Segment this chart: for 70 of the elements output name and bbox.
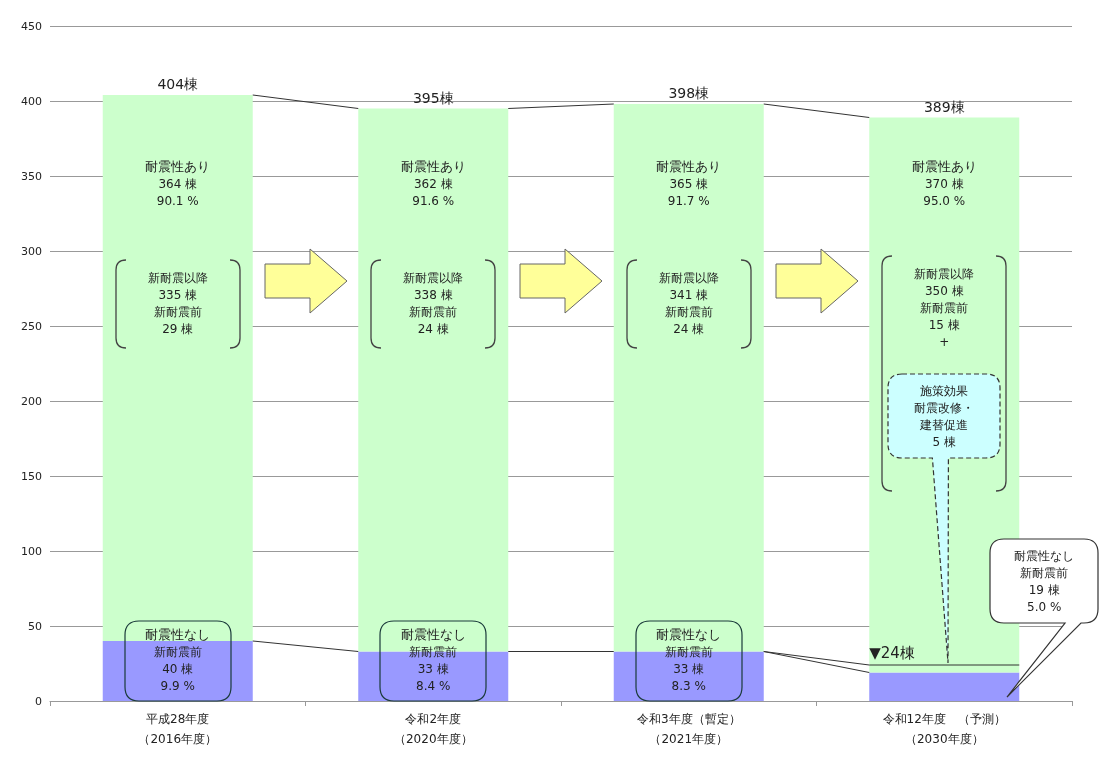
annotation: 新耐震前 [153, 304, 202, 321]
annotation: 耐震性なし [145, 626, 211, 644]
y-tick-label: 0 [35, 694, 42, 708]
annotation: 耐震性なし [656, 626, 722, 644]
y-tick-label: 50 [28, 619, 42, 633]
y-tick-label: 400 [21, 94, 42, 108]
annotation: 耐震性あり [400, 157, 466, 176]
annotation: 新耐震前 [409, 304, 458, 321]
annotation: 耐震性なし [400, 626, 466, 644]
annotation: 335 棟 [158, 287, 198, 304]
annotation: 33 棟 [673, 661, 705, 678]
annotation: 365 棟 [669, 175, 709, 193]
y-tick-label: 250 [21, 319, 42, 333]
annotation: 29 棟 [162, 321, 194, 338]
x-tick-label: 平成28年度（2016年度） [138, 712, 218, 746]
annotation: 建替促進 [920, 416, 969, 434]
x-tick-label: 令和12年度 （予測）（2030年度） [882, 712, 1006, 746]
total-label: 389棟 [923, 98, 965, 115]
y-tick-label: 200 [21, 394, 42, 408]
annotation: 8.3 % [671, 678, 706, 695]
annotation: 新耐震前 [409, 644, 458, 661]
annotation: 新耐震以降 [914, 266, 975, 283]
y-tick-label: 300 [21, 244, 42, 258]
annotation: 耐震性あり [145, 157, 211, 176]
annotation: 新耐震以降 [147, 270, 208, 287]
annotation: 370 棟 [924, 175, 964, 193]
annotation: 91.6 % [412, 192, 455, 210]
annotation: 341 棟 [669, 287, 709, 304]
bar [102, 95, 253, 641]
x-tick-label: 令和2年度（2020年度） [393, 712, 473, 746]
annotation: 350 棟 [924, 283, 964, 300]
annotation: 364 棟 [158, 175, 198, 193]
annotation: 91.7 % [667, 192, 710, 210]
total-label: 404棟 [157, 76, 199, 92]
annotation: 耐震改修・ [914, 399, 975, 417]
annotation: 新耐震前 [664, 304, 713, 321]
annotation: 8.4 % [416, 678, 451, 695]
annotation: + [939, 334, 950, 351]
bar [869, 672, 1020, 701]
x-tick-label: 令和3年度（暫定）（2021年度） [636, 712, 741, 746]
annotation: 新耐震前 [153, 644, 202, 661]
y-tick-label: 450 [21, 19, 42, 33]
annotation: 15 棟 [928, 317, 960, 334]
annotation: 19 棟 [1028, 581, 1060, 599]
annotation: 90.1 % [156, 192, 199, 210]
annotation: 24 棟 [673, 321, 705, 338]
annotation: 耐震性あり [656, 157, 722, 176]
annotation: 耐震性なし [1014, 547, 1075, 565]
y-tick-label: 350 [21, 169, 42, 183]
annotation: 施策効果 [920, 382, 969, 400]
annotation: 新耐震前 [920, 300, 969, 317]
annotation: 耐震性あり [911, 157, 977, 176]
annotation: 24 棟 [417, 321, 449, 338]
total-label: 398棟 [668, 85, 710, 101]
annotation: 新耐震前 [664, 644, 713, 661]
annotation: 9.9 % [160, 678, 195, 695]
annotation: 338 棟 [413, 287, 453, 304]
y-tick-label: 100 [21, 544, 42, 558]
annotation: 5 棟 [932, 433, 956, 451]
annotation: 新耐震以降 [658, 270, 719, 287]
annotation: 33 棟 [417, 661, 449, 678]
annotation: 40 棟 [162, 661, 194, 678]
annotation: 新耐震前 [1020, 564, 1069, 582]
y-tick-label: 150 [21, 469, 42, 483]
annotation: 362 棟 [413, 175, 453, 193]
total-label: 395棟 [412, 89, 454, 106]
ref-line-label: ▼24棟 [869, 644, 915, 662]
annotation: 5.0 % [1027, 598, 1062, 616]
annotation: 95.0 % [923, 192, 966, 210]
annotation: 新耐震以降 [403, 270, 464, 287]
